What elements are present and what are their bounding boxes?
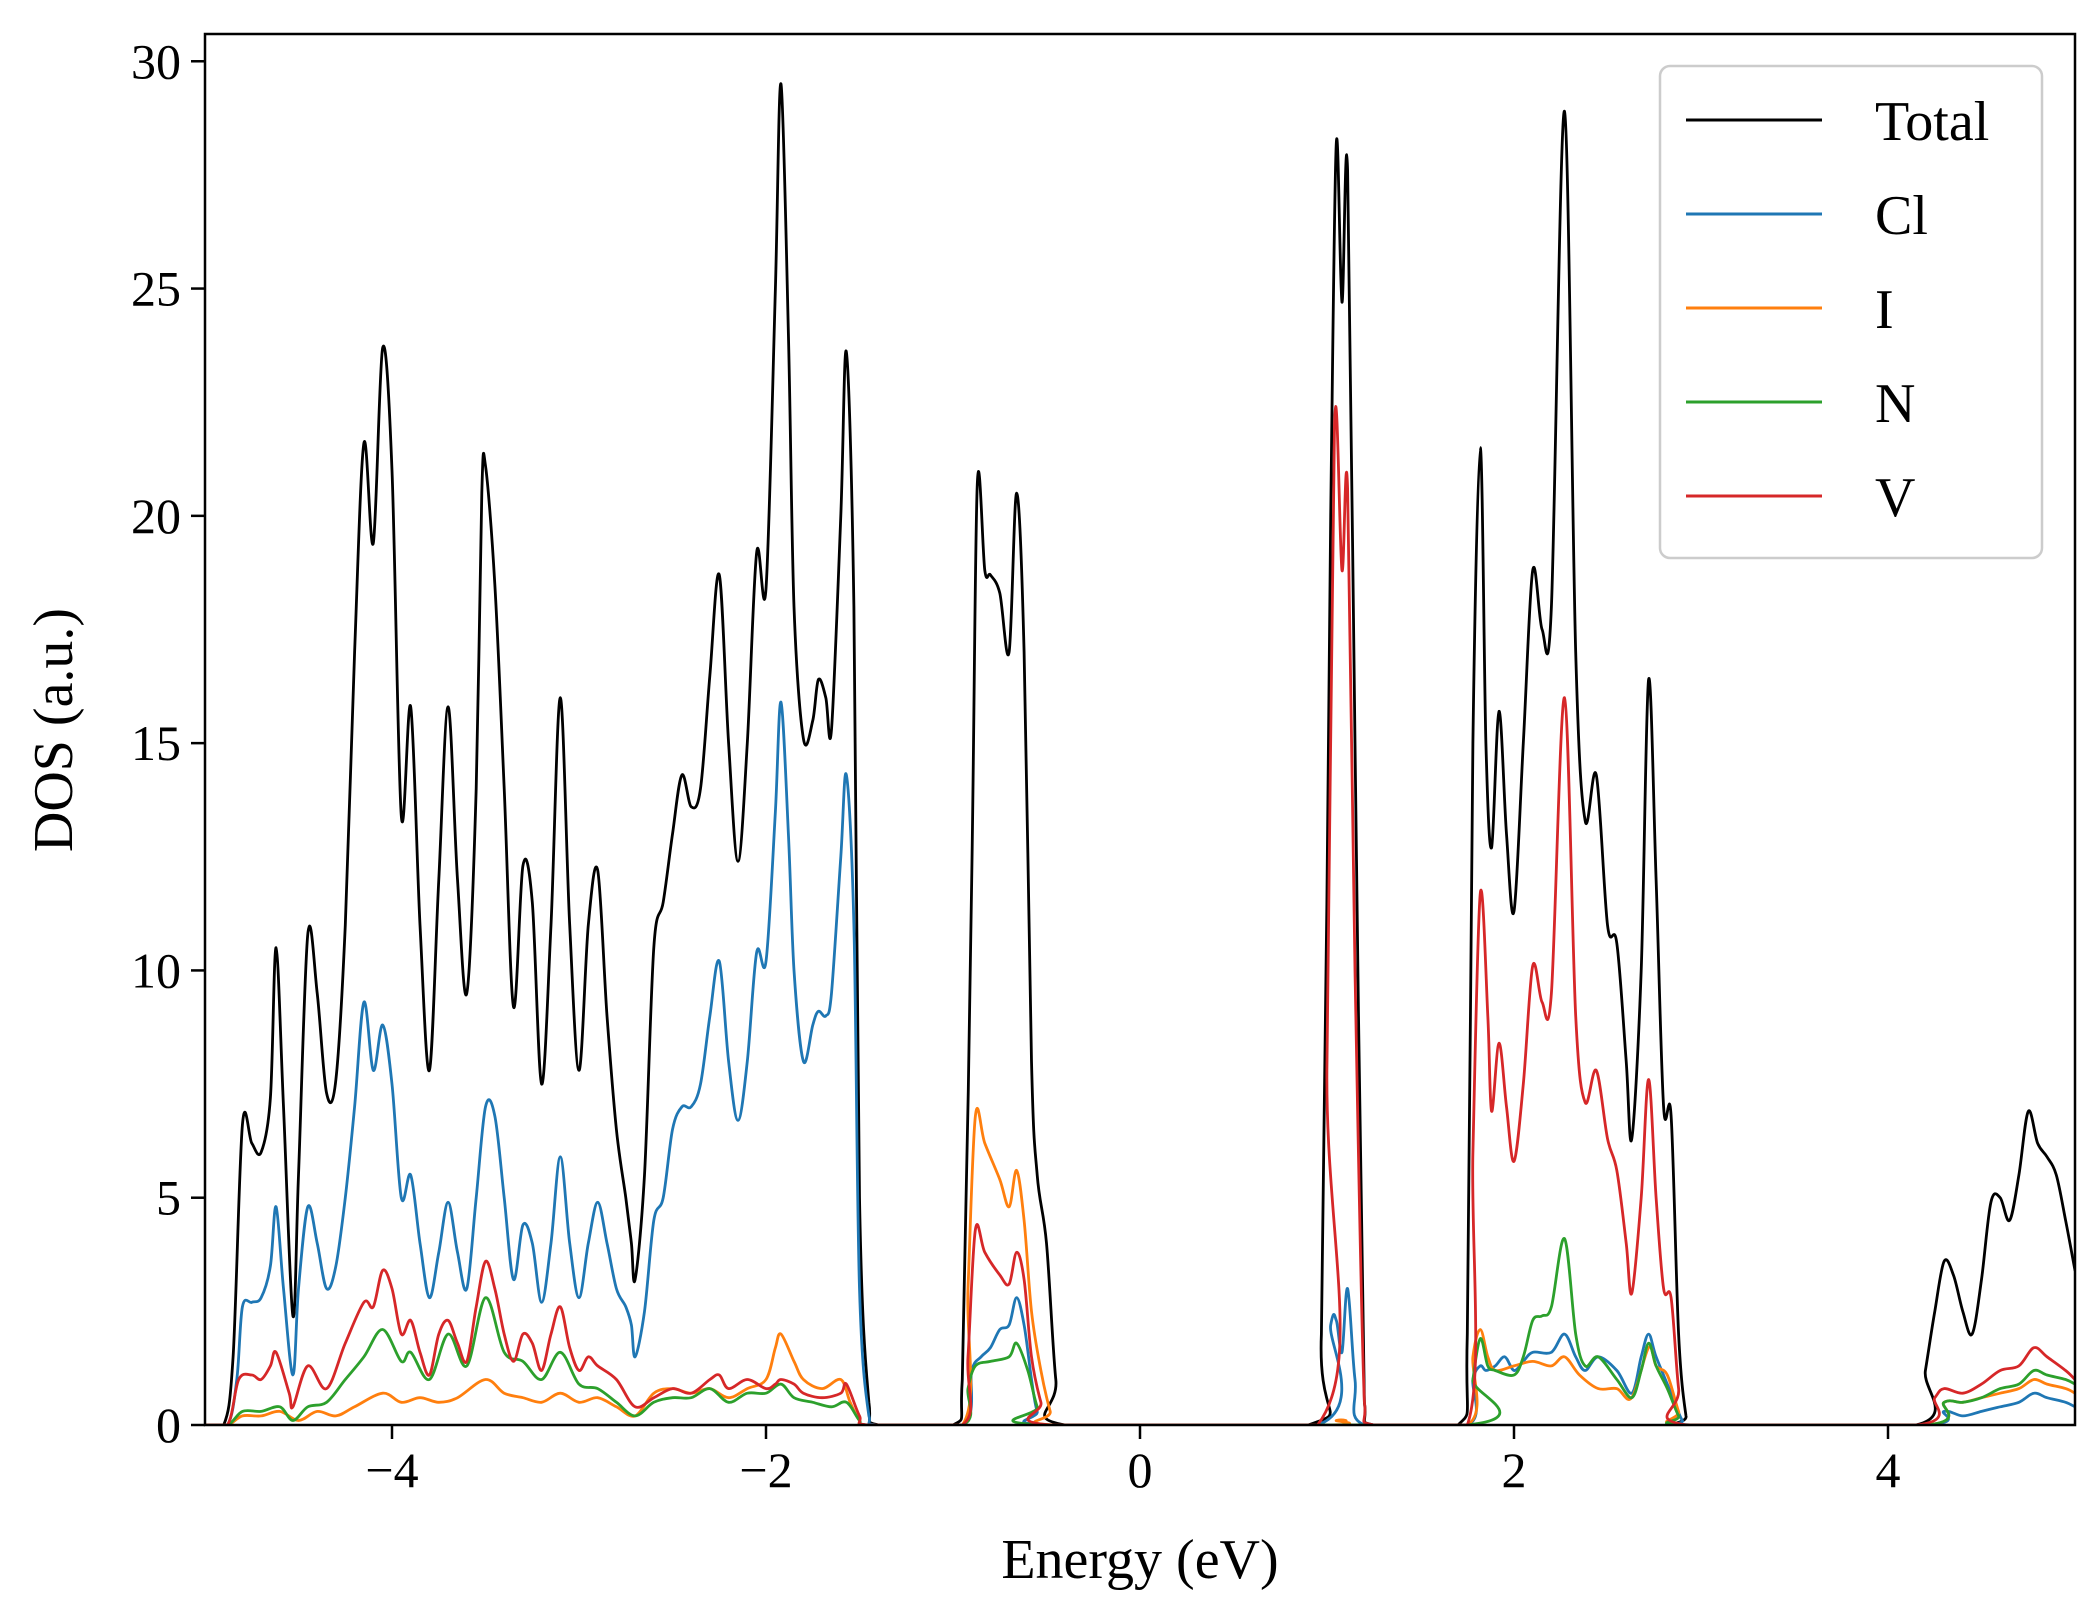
legend-label-v: V	[1875, 467, 1915, 529]
x-tick-label: 2	[1502, 1442, 1527, 1498]
legend-label-total: Total	[1875, 91, 1989, 153]
y-tick-label: 15	[131, 715, 181, 771]
legend-label-cl: Cl	[1875, 185, 1928, 247]
y-tick-label: 20	[131, 488, 181, 544]
x-tick-label: 4	[1876, 1442, 1901, 1498]
x-tick-label: 0	[1128, 1442, 1153, 1498]
legend: Total Cl INV	[1658, 64, 2044, 560]
y-tick-label: 5	[156, 1170, 181, 1226]
x-tick-label: −2	[739, 1442, 792, 1498]
y-tick-label: 10	[131, 942, 181, 998]
legend-label-n: N	[1875, 373, 1915, 435]
series-line-cl	[205, 700, 2075, 1425]
y-tick-label: 0	[156, 1397, 181, 1453]
y-axis-label: DOS (a.u.)	[23, 608, 85, 852]
y-tick-label: 30	[131, 33, 181, 89]
series-line-total	[205, 82, 2075, 1425]
series-line-v	[205, 405, 2075, 1425]
y-tick-label: 25	[131, 261, 181, 317]
series-layer	[205, 82, 2075, 1425]
x-axis-label: Energy (eV)	[1001, 1529, 1278, 1591]
legend-box	[1658, 64, 2044, 560]
x-tick-label: −4	[365, 1442, 418, 1498]
series-line-n	[205, 1237, 2075, 1425]
axes-layer: −4 −2 0 2 4 0 5 10 15 20 25 30	[131, 33, 1901, 1498]
legend-label-i: I	[1875, 279, 1894, 341]
